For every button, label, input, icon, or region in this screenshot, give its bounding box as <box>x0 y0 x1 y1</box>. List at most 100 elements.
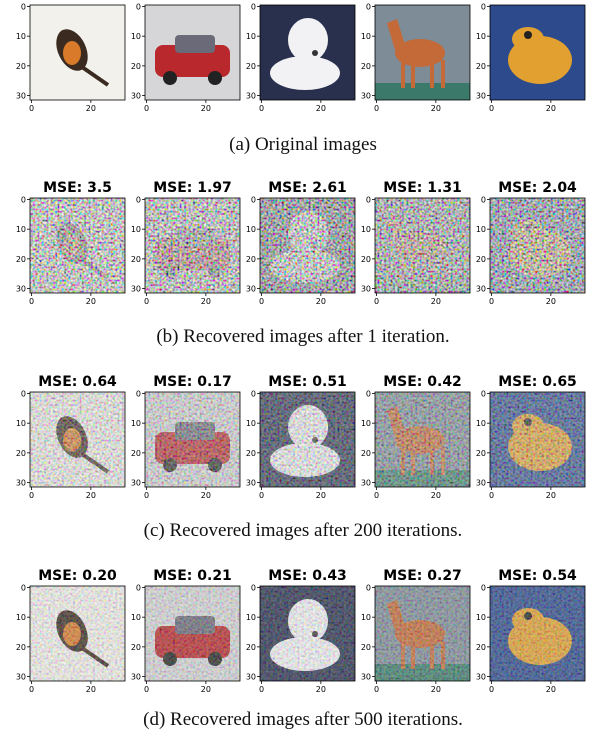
x-tick-label: 0 <box>374 685 379 694</box>
y-tick-label: 10 <box>131 613 141 622</box>
y-tick-label: 0 <box>136 583 141 592</box>
image-title: MSE: 1.97 <box>153 180 232 196</box>
y-tick-label: 20 <box>476 449 486 458</box>
y-tick-label: 10 <box>246 419 256 428</box>
image-title: MSE: 0.64 <box>38 374 117 390</box>
y-tick-label: 20 <box>131 449 141 458</box>
x-tick-label: 0 <box>374 491 379 500</box>
image-title: MSE: 0.17 <box>153 374 232 390</box>
x-tick-label: 0 <box>259 104 264 113</box>
x-tick-label: 20 <box>316 491 326 500</box>
y-tick-label: 30 <box>16 479 26 488</box>
y-tick-label: 30 <box>246 673 256 682</box>
y-tick-label: 20 <box>246 643 256 652</box>
y-tick-label: 10 <box>16 225 26 234</box>
image-title: MSE: 3.5 <box>43 180 112 196</box>
y-tick-label: 10 <box>131 225 141 234</box>
y-tick-label: 20 <box>131 255 141 264</box>
image-title: MSE: 2.04 <box>498 180 577 196</box>
image-subject <box>175 35 215 53</box>
x-tick-label: 0 <box>29 297 34 306</box>
y-tick-label: 0 <box>251 195 256 204</box>
image-title: MSE: 0.21 <box>153 568 232 584</box>
y-tick-label: 30 <box>476 285 486 294</box>
y-tick-label: 0 <box>21 195 26 204</box>
image-panel: 0102030020 <box>246 389 355 500</box>
y-tick-label: 30 <box>246 479 256 488</box>
image-noise <box>30 198 125 293</box>
figure: 0102030020010203002001020300200102030020… <box>0 0 606 743</box>
x-tick-label: 20 <box>431 685 441 694</box>
x-tick-label: 20 <box>546 104 556 113</box>
x-tick-label: 20 <box>546 491 556 500</box>
y-tick-label: 10 <box>131 419 141 428</box>
x-tick-label: 0 <box>29 104 34 113</box>
x-tick-label: 20 <box>86 685 96 694</box>
y-tick-label: 20 <box>246 62 256 71</box>
image-subject <box>375 83 470 100</box>
y-tick-label: 30 <box>476 673 486 682</box>
image-noise <box>260 392 355 487</box>
image-noise <box>375 392 470 487</box>
image-noise <box>490 586 585 681</box>
x-tick-label: 20 <box>201 297 211 306</box>
y-tick-label: 20 <box>16 449 26 458</box>
y-tick-label: 20 <box>131 62 141 71</box>
y-tick-label: 20 <box>361 62 371 71</box>
image-title: MSE: 0.43 <box>268 568 347 584</box>
x-tick-label: 0 <box>489 104 494 113</box>
image-noise <box>375 586 470 681</box>
x-tick-label: 0 <box>259 685 264 694</box>
y-tick-label: 10 <box>16 419 26 428</box>
y-tick-label: 30 <box>361 673 371 682</box>
x-tick-label: 0 <box>144 104 149 113</box>
y-tick-label: 10 <box>16 613 26 622</box>
x-tick-label: 20 <box>431 491 441 500</box>
y-tick-label: 30 <box>131 479 141 488</box>
y-tick-label: 0 <box>366 389 371 398</box>
y-tick-label: 0 <box>251 583 256 592</box>
y-tick-label: 10 <box>246 32 256 41</box>
x-tick-label: 20 <box>316 104 326 113</box>
image-title: MSE: 0.54 <box>498 568 577 584</box>
x-tick-label: 20 <box>201 685 211 694</box>
y-tick-label: 0 <box>366 2 371 11</box>
x-tick-label: 0 <box>489 491 494 500</box>
x-tick-label: 0 <box>374 104 379 113</box>
image-subject <box>312 50 318 56</box>
image-title: MSE: 0.42 <box>383 374 462 390</box>
x-tick-label: 0 <box>489 297 494 306</box>
image-noise <box>145 198 240 293</box>
image-title: MSE: 1.31 <box>383 180 462 196</box>
y-tick-label: 10 <box>361 419 371 428</box>
image-subject <box>401 60 405 88</box>
x-tick-label: 0 <box>489 685 494 694</box>
image-subject <box>411 60 415 88</box>
x-tick-label: 0 <box>29 491 34 500</box>
y-tick-label: 0 <box>481 583 486 592</box>
x-tick-label: 20 <box>86 297 96 306</box>
y-tick-label: 10 <box>361 225 371 234</box>
y-tick-label: 10 <box>476 419 486 428</box>
y-tick-label: 0 <box>21 2 26 11</box>
image-panel: 0102030020 <box>246 195 355 306</box>
image-noise <box>145 392 240 487</box>
y-tick-label: 10 <box>16 32 26 41</box>
x-tick-label: 20 <box>86 104 96 113</box>
x-tick-label: 20 <box>316 297 326 306</box>
caption: (a) Original images <box>229 134 377 155</box>
image-subject <box>288 18 328 62</box>
x-tick-label: 20 <box>431 104 441 113</box>
y-tick-label: 30 <box>476 479 486 488</box>
y-tick-label: 10 <box>476 225 486 234</box>
y-tick-label: 0 <box>481 195 486 204</box>
y-tick-label: 0 <box>251 389 256 398</box>
